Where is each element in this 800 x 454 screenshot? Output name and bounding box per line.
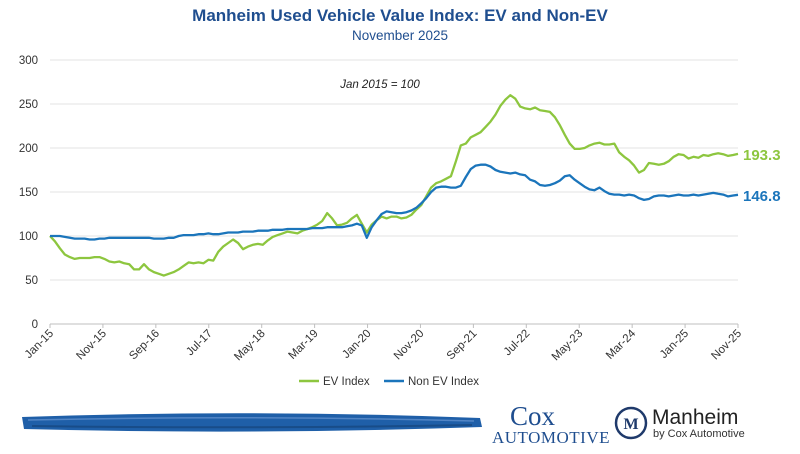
cox-logo-name: Cox [510, 401, 556, 431]
baseline-annotation: Jan 2015 = 100 [339, 79, 420, 91]
x-tick-label: May-18 [232, 328, 268, 364]
legend-label: Non EV Index [408, 376, 479, 388]
x-tick-label: Jan-15 [23, 328, 56, 361]
manheim-logo-name: Manheim [652, 406, 739, 429]
x-tick-label: Sep-16 [127, 328, 162, 363]
x-tick-label: Nov-25 [709, 328, 744, 363]
series-line-non-ev [50, 163, 739, 241]
series-line-ev [49, 94, 739, 277]
x-tick-label: Nov-20 [392, 328, 427, 363]
manheim-logo-sub: by Cox Automotive [653, 428, 745, 440]
chart-subtitle: November 2025 [351, 28, 449, 43]
y-tick-label: 0 [32, 319, 38, 331]
y-tick-label: 50 [25, 275, 38, 287]
manheim-m-icon: M [614, 406, 648, 440]
x-tick-label: Mar-24 [604, 327, 639, 362]
chart-title: Manheim Used Vehicle Value Index: EV and… [192, 6, 608, 25]
y-tick-label: 150 [19, 187, 38, 199]
x-tick-label: Jan-20 [340, 328, 373, 361]
end-value-label: 146.8 [743, 188, 781, 205]
x-tick-label: Sep-21 [445, 328, 480, 363]
x-tick-label: Jul-22 [502, 328, 533, 359]
x-tick-label: Jul-17 [184, 328, 215, 359]
y-tick-label: 200 [19, 143, 38, 155]
x-tick-label: Mar-19 [286, 328, 320, 362]
manheim-logo-letter: M [623, 416, 638, 433]
cox-logo-sub: Automotive [492, 428, 611, 447]
x-tick-label: May-23 [550, 328, 586, 364]
brush-stroke-decoration [22, 413, 482, 432]
end-value-label: 193.3 [743, 147, 781, 164]
y-tick-label: 100 [19, 231, 38, 243]
cox-automotive-logo: Cox Automotive [492, 401, 611, 448]
legend-label: EV Index [323, 376, 370, 388]
x-tick-label: Nov-15 [74, 328, 109, 363]
x-tick-label: Jan-25 [658, 328, 691, 361]
y-tick-label: 250 [19, 99, 38, 111]
y-tick-label: 300 [19, 55, 38, 67]
